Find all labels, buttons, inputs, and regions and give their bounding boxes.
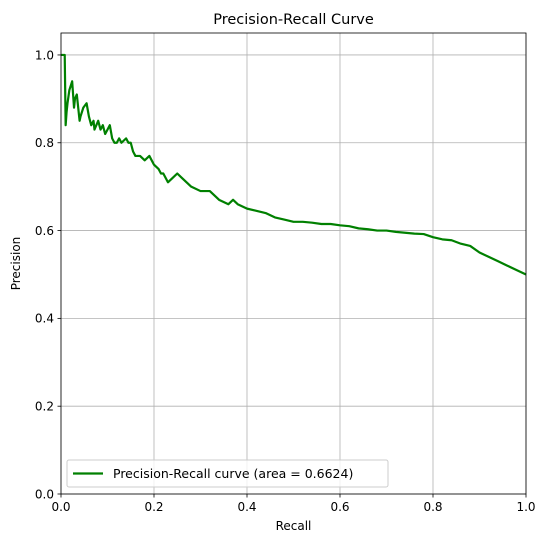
legend: Precision-Recall curve (area = 0.6624) [66,459,389,488]
y-tick-label: 0.0 [35,487,54,501]
y-tick-label: 1.0 [35,48,54,62]
x-tick-label: 1.0 [516,500,535,514]
x-tick-label: 0.4 [237,500,256,514]
y-tick-label: 0.6 [35,224,54,238]
x-tick-label: 0.0 [51,500,70,514]
x-tick-label: 0.2 [144,500,163,514]
y-tick-label: 0.8 [35,136,54,150]
x-axis-label: Recall [276,519,312,533]
y-axis-label: Precision [9,237,23,291]
series-line [61,53,527,276]
legend-box [66,459,389,488]
y-tick-label: 0.2 [35,399,54,413]
ticks: 0.0 0.2 0.4 0.6 0.8 1.0 0.0 0.2 0.4 0.6 0.8 1.0 [35,48,536,514]
chart-title: Precision-Recall Curve [213,12,374,28]
plot-frame [60,32,527,495]
legend-label: Precision-Recall curve (area = 0.6624) [113,466,353,481]
x-tick-label: 0.8 [423,500,442,514]
grid [60,33,527,495]
x-tick-label: 0.6 [330,500,349,514]
series-layer [61,53,527,276]
y-tick-label: 0.4 [35,312,54,326]
